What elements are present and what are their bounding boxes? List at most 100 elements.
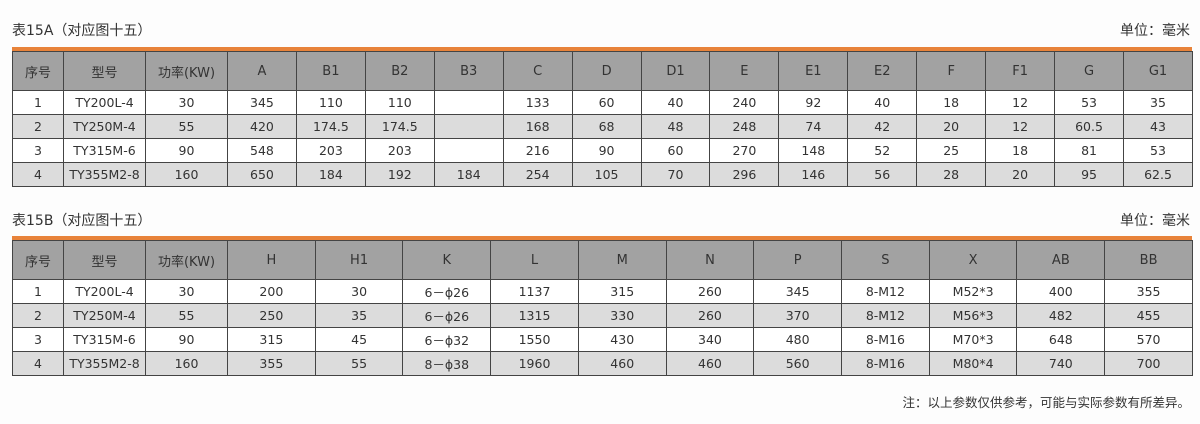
- table-cell: 18: [985, 138, 1056, 163]
- table-cell: 560: [753, 351, 843, 376]
- table-cell: 168: [502, 114, 573, 139]
- table-cell: 18: [916, 90, 987, 115]
- table-cell: M70*3: [928, 327, 1018, 352]
- table-b-header-row: 序号 型号 功率(KW) H H1 K L M N P S X AB BB: [12, 240, 1193, 280]
- table-cell: 430: [577, 327, 667, 352]
- table-cell: 184: [433, 162, 504, 187]
- table-cell: TY355M2-8: [63, 162, 146, 187]
- column-header: L: [490, 240, 579, 280]
- table-cell: 420: [227, 114, 297, 139]
- table-cell: 6－ɸ26: [402, 279, 492, 304]
- table-cell: 105: [571, 162, 642, 187]
- table-row: 2 TY250M-4 55 250 35 6－ɸ26 1315 330 260 370 8-M12 M…: [12, 303, 1193, 328]
- table-cell: 40: [847, 90, 918, 115]
- table-cell: 12: [985, 90, 1056, 115]
- table-cell: 53: [1122, 138, 1194, 163]
- table-cell: [433, 90, 504, 115]
- table-row: 3 TY315M-6 90 548 203 203 216 90 60 270 148 52 25 18 8…: [12, 138, 1194, 163]
- table-cell: 45: [314, 327, 404, 352]
- table-cell: 90: [571, 138, 642, 163]
- table-cell: 4: [12, 351, 64, 376]
- table-cell: 345: [227, 90, 297, 115]
- column-header: AB: [1016, 240, 1106, 280]
- column-header: P: [753, 240, 843, 280]
- table-cell: 1550: [490, 327, 579, 352]
- table-cell: 480: [753, 327, 843, 352]
- column-header: 型号: [63, 240, 146, 280]
- column-header: BB: [1104, 240, 1193, 280]
- table-cell: 8－ɸ38: [402, 351, 492, 376]
- table-cell: TY355M2-8: [63, 351, 146, 376]
- table-cell: 1: [12, 90, 64, 115]
- table-cell: 648: [1016, 327, 1106, 352]
- table-cell: 90: [145, 138, 228, 163]
- table-cell: 8-M16: [841, 351, 930, 376]
- column-header: S: [841, 240, 930, 280]
- table-cell: 12: [985, 114, 1056, 139]
- column-header: 序号: [12, 240, 64, 280]
- table-cell: 355: [1104, 279, 1193, 304]
- table-a: 序号 型号 功率(KW) A B1 B2 B3 C D D1 E E1 E2 F F1 G G1 1 TY200L…: [12, 51, 1194, 187]
- table-cell: 8-M16: [841, 327, 930, 352]
- column-header: 功率(KW): [145, 240, 228, 280]
- table-b-title: 表15B（对应图十五）: [12, 213, 152, 229]
- table-cell: 340: [665, 327, 755, 352]
- table-cell: 60.5: [1054, 114, 1124, 139]
- table-cell: 52: [847, 138, 918, 163]
- column-header: N: [665, 240, 755, 280]
- column-header: B1: [295, 51, 366, 91]
- table-cell: 270: [709, 138, 780, 163]
- table-cell: 62.5: [1122, 162, 1194, 187]
- table-cell: 296: [709, 162, 780, 187]
- table-cell: 1137: [490, 279, 579, 304]
- table-b: 序号 型号 功率(KW) H H1 K L M N P S X AB BB 1 TY200L-4 30 200 3…: [12, 240, 1193, 376]
- table-cell: M56*3: [928, 303, 1018, 328]
- column-header: A: [227, 51, 297, 91]
- table-cell: 184: [295, 162, 366, 187]
- table-cell: 42: [847, 114, 918, 139]
- table-cell: 60: [640, 138, 711, 163]
- table-cell: 455: [1104, 303, 1193, 328]
- table-cell: 8-M12: [841, 279, 930, 304]
- table-cell: 92: [778, 90, 849, 115]
- table-cell: 203: [364, 138, 435, 163]
- column-header: C: [502, 51, 573, 91]
- table-a-unit-label: 单位：毫米: [1120, 23, 1190, 39]
- table-cell: TY315M-6: [63, 138, 146, 163]
- column-header: B2: [364, 51, 435, 91]
- table-cell: 48: [640, 114, 711, 139]
- column-header: F: [916, 51, 987, 91]
- table-cell: [433, 114, 504, 139]
- column-header: 序号: [12, 51, 64, 91]
- table-cell: 2: [12, 114, 64, 139]
- column-header: H: [227, 240, 316, 280]
- table-row: 3 TY315M-6 90 315 45 6－ɸ32 1550 430 340 480 8-M16 M…: [12, 327, 1193, 352]
- table-cell: 240: [709, 90, 780, 115]
- table-cell: 1315: [490, 303, 579, 328]
- table-cell: TY200L-4: [63, 90, 146, 115]
- table-cell: 81: [1054, 138, 1124, 163]
- table-cell: 254: [502, 162, 573, 187]
- column-header: E: [709, 51, 780, 91]
- table-cell: 4: [12, 162, 64, 187]
- table-cell: 203: [295, 138, 366, 163]
- table-cell: 28: [916, 162, 987, 187]
- column-header: M: [577, 240, 667, 280]
- table-cell: 460: [577, 351, 667, 376]
- table-cell: 160: [145, 162, 228, 187]
- table-cell: 60: [571, 90, 642, 115]
- table-cell: 20: [985, 162, 1056, 187]
- table-cell: 216: [502, 138, 573, 163]
- table-cell: 650: [227, 162, 297, 187]
- table-b-unit-label: 单位：毫米: [1120, 213, 1190, 229]
- column-header: X: [928, 240, 1018, 280]
- table-cell: 460: [665, 351, 755, 376]
- table-row: 1 TY200L-4 30 345 110 110 133 60 40 240 92 40 18 12 53…: [12, 90, 1194, 115]
- table-cell: 30: [145, 279, 228, 304]
- column-header: K: [402, 240, 492, 280]
- table-cell: M52*3: [928, 279, 1018, 304]
- table-row: 4 TY355M2-8 160 650 184 192 184 254 105 70 296 146 5…: [12, 162, 1194, 187]
- table-cell: [433, 138, 504, 163]
- table-cell: 160: [145, 351, 228, 376]
- table-cell: 30: [314, 279, 404, 304]
